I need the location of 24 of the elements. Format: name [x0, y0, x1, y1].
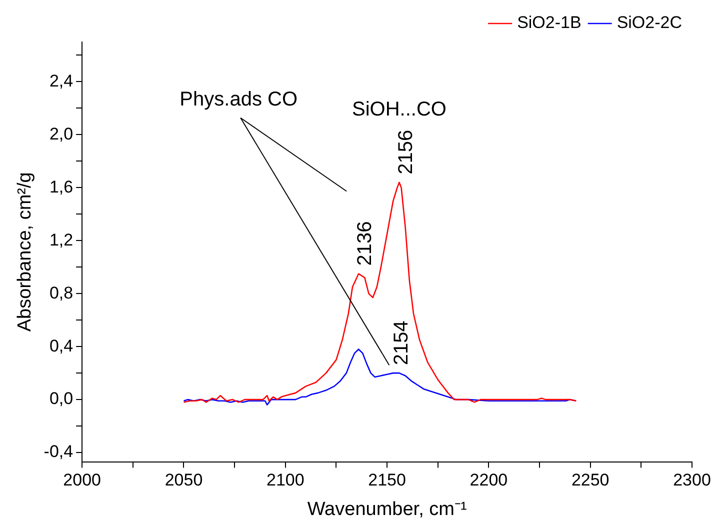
y-axis-title: Absorbance, cm²/g: [14, 172, 36, 332]
annotation: 2154: [390, 320, 413, 366]
x-axis-title: Wavenumber, cm⁻¹: [307, 498, 467, 520]
x-tick-label: 2050: [164, 470, 203, 490]
annotation: SiOH...CO: [352, 98, 446, 120]
y-tick-label: 1,2: [49, 230, 74, 250]
legend-label: SiO2-1B: [517, 13, 582, 32]
annotation: Phys.ads CO: [180, 88, 298, 110]
y-tick-label: -0,4: [44, 442, 74, 462]
annotation: 2156: [394, 130, 417, 174]
y-tick-label: 2,4: [49, 71, 74, 90]
y-tick-label: 1,6: [49, 177, 74, 196]
y-tick-label: 0,0: [49, 389, 74, 408]
x-tick-label: 2000: [63, 470, 102, 490]
legend-label: SiO2-2C: [616, 13, 682, 32]
x-tick-label: 2200: [470, 470, 508, 490]
y-tick-label: 0,4: [49, 336, 74, 356]
y-tick-label: 2,0: [49, 124, 74, 144]
x-tick-label: 2150: [368, 470, 406, 490]
annotation: 2136: [354, 221, 376, 266]
x-tick-label: 2300: [673, 470, 711, 490]
x-tick-label: 2250: [571, 470, 610, 490]
x-tick-label: 2100: [266, 470, 304, 490]
y-tick-label: 0,8: [49, 283, 74, 302]
